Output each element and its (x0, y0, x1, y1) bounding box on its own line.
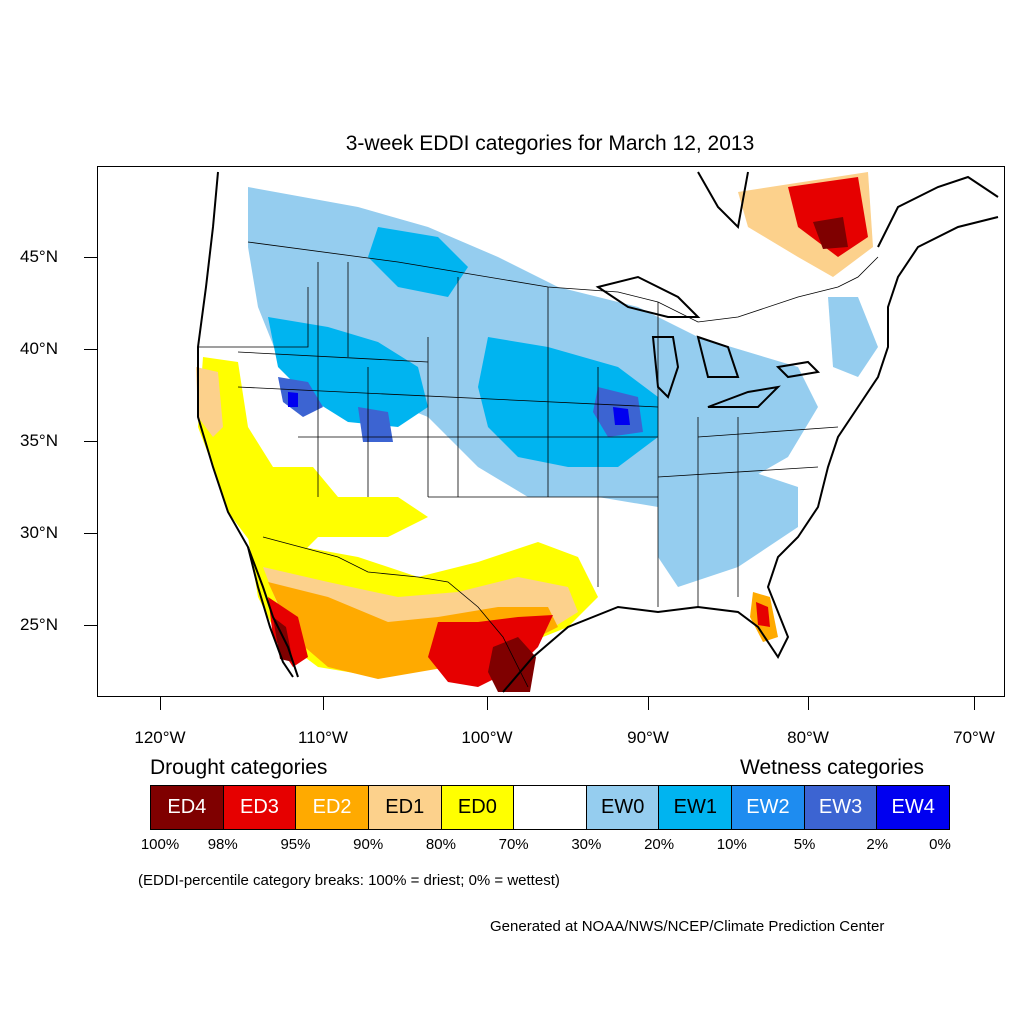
legend-box-ed0: ED0 (441, 786, 515, 829)
lat-label-40n: 40°N (20, 339, 58, 358)
lat-tick (84, 257, 97, 258)
lon-tick (487, 697, 488, 710)
us-canada-border (247, 241, 879, 323)
region-ed3-south (428, 615, 553, 687)
legend-box-ew2: EW2 (732, 786, 805, 829)
legend-box-ed1: ED1 (368, 786, 442, 829)
eddi-map (97, 166, 1005, 697)
break-label: 80% (425, 836, 456, 853)
legend-box-ew3: EW3 (804, 786, 878, 829)
region-ew3-colorado (358, 407, 393, 442)
lat-tick (84, 625, 97, 626)
state-line-16 (198, 287, 309, 348)
break-label: 0% (929, 836, 951, 853)
lat-tick (84, 441, 97, 442)
map-title: 3-week EDDI categories for March 12, 201… (345, 132, 755, 155)
break-label: 70% (498, 836, 529, 853)
map-canvas (196, 171, 999, 693)
atlantic-maritime-coast (877, 175, 999, 248)
lon-tick (160, 697, 161, 710)
state-line-14 (657, 466, 819, 478)
break-label: 100% (140, 836, 180, 853)
great-lakes-ontario (775, 360, 821, 379)
lon-label-70w: 70°W (953, 728, 995, 747)
region-ed0-west (198, 357, 428, 557)
break-label: 95% (280, 836, 311, 853)
region-ew0-southeast (658, 467, 798, 587)
lat-label-30n: 30°N (20, 523, 58, 542)
lon-label-110w: 110°W (298, 728, 348, 747)
region-ed4-quebec (813, 217, 848, 249)
category-regions (196, 172, 878, 692)
region-ew0-northeast (828, 297, 878, 377)
state-line-1 (237, 351, 429, 363)
state-line-8 (237, 386, 659, 408)
hudson-bay-shore (697, 171, 749, 230)
region-ew3-utah (278, 377, 323, 417)
pacific-coast (197, 171, 299, 678)
lat-label-35n: 35°N (20, 431, 58, 450)
lon-label-100w: 100°W (461, 728, 513, 747)
break-label: 2% (866, 836, 889, 853)
gulf-coast (502, 216, 999, 693)
lon-label-120w: 120°W (134, 728, 186, 747)
great-lakes-superior (595, 275, 701, 318)
drought-heading: Drought categories (150, 756, 328, 779)
lon-label-90w: 90°W (627, 728, 669, 747)
legend-box-neutral (514, 786, 587, 829)
lon-tick (808, 697, 809, 710)
lon-tick (648, 697, 649, 710)
lat-tick (84, 349, 97, 350)
wetness-heading: Wetness categories (740, 756, 925, 779)
coastlines (197, 171, 999, 693)
lon-tick (323, 697, 324, 710)
legend-box-ed2: ED2 (296, 786, 369, 829)
lon-label-80w: 80°W (787, 728, 829, 747)
legend-box-ed4: ED4 (151, 786, 224, 829)
category-note: (EDDI-percentile category breaks: 100% =… (138, 872, 560, 889)
legend-box-ew0: EW0 (586, 786, 660, 829)
region-ed3-mexico-coast (268, 597, 308, 667)
lat-label-25n: 25°N (20, 615, 58, 634)
break-label: 90% (353, 836, 384, 853)
category-legend: ED4 ED3 ED2 ED1 ED0 EW0 EW1 EW2 EW3 EW4 (150, 785, 950, 830)
break-label: 5% (793, 836, 816, 853)
great-lakes-michigan (651, 336, 680, 399)
break-label: 30% (571, 836, 602, 853)
region-ew4-utah (288, 392, 298, 407)
legend-box-ew1: EW1 (659, 786, 733, 829)
region-ew1-north (368, 227, 468, 297)
us-mexico-border (262, 536, 529, 688)
baja-coast (247, 546, 294, 678)
legend-box-ew4: EW4 (877, 786, 950, 829)
region-ed3-florida (756, 602, 770, 627)
lat-tick (84, 533, 97, 534)
break-label: 98% (207, 836, 238, 853)
great-lakes-erie (707, 385, 781, 408)
state-borders (198, 241, 879, 688)
break-label: 20% (644, 836, 675, 853)
region-ed1-west (196, 367, 223, 437)
legend-box-ed3: ED3 (223, 786, 297, 829)
great-lakes-huron (696, 335, 740, 378)
lon-tick (974, 697, 975, 710)
region-ed3-quebec (788, 177, 868, 257)
credit-line: Generated at NOAA/NWS/NCEP/Climate Predi… (490, 918, 885, 935)
state-line-15 (697, 426, 839, 438)
lat-label-45n: 45°N (20, 247, 58, 266)
region-ew4-iowa (613, 407, 630, 425)
break-label: 10% (716, 836, 747, 853)
